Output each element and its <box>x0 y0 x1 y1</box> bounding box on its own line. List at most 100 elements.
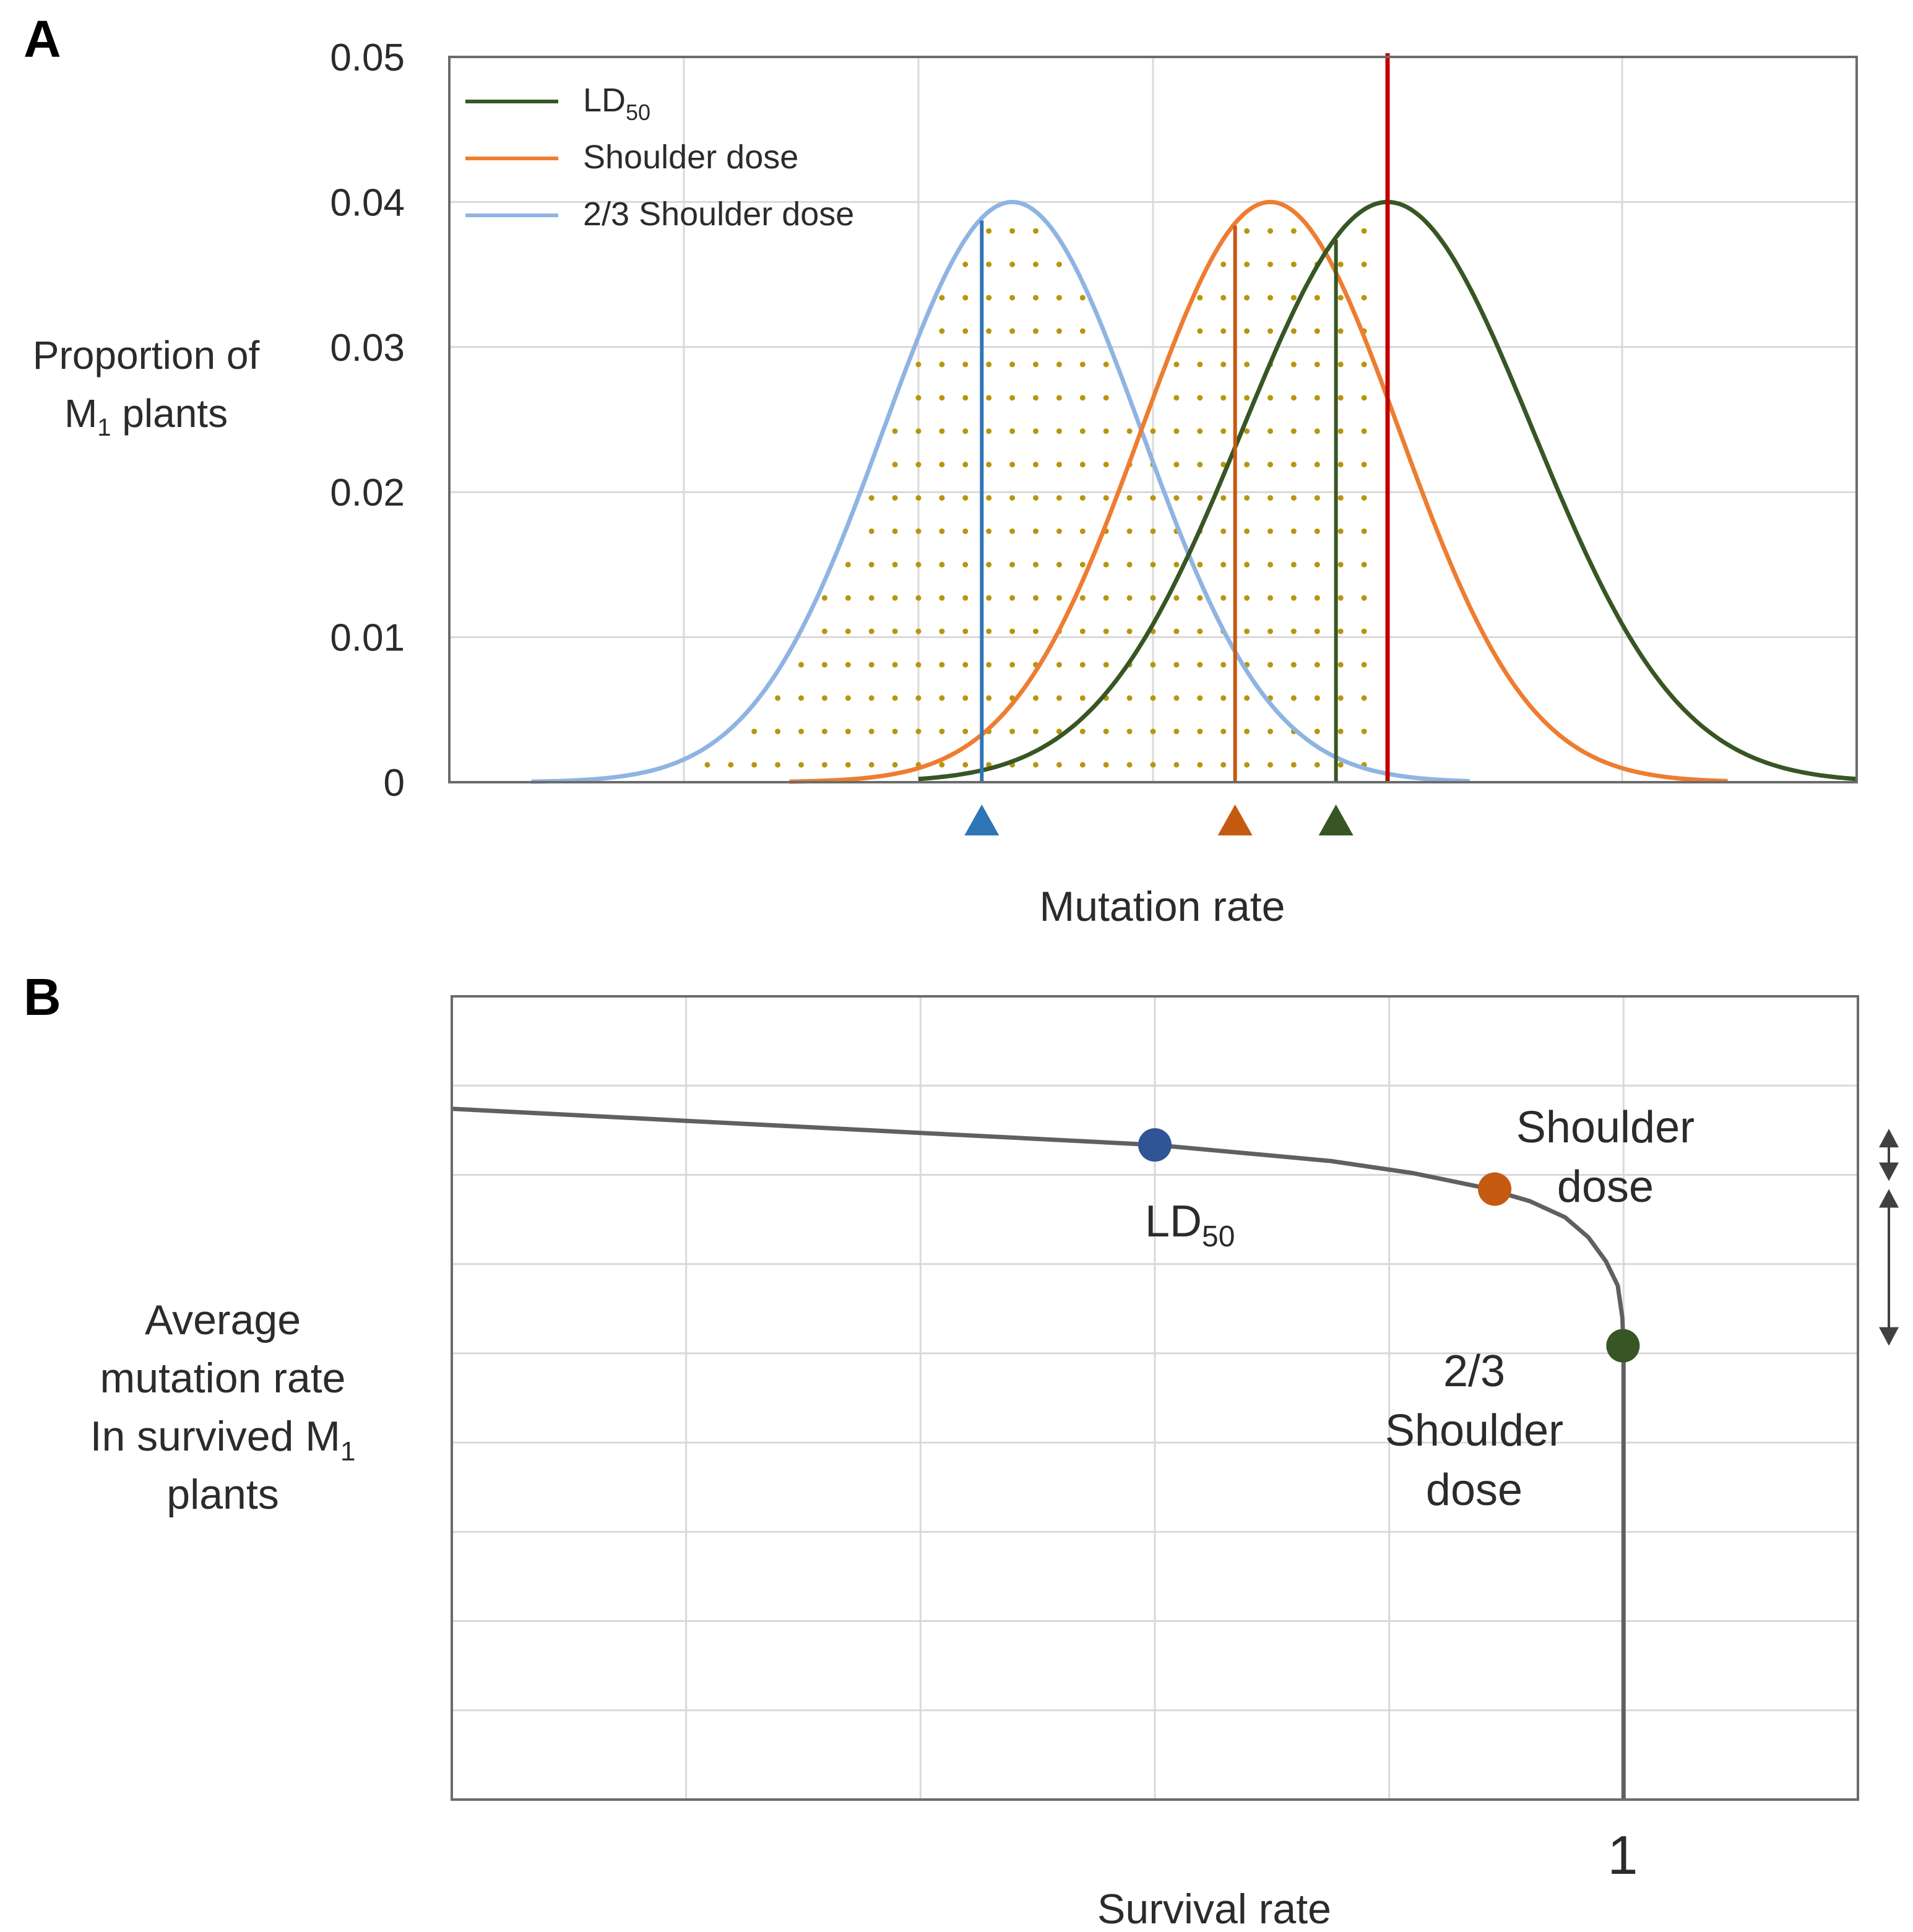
region-dot <box>986 395 992 401</box>
region-dot <box>1150 561 1156 567</box>
region-dot <box>1079 595 1086 601</box>
region-dot <box>1220 728 1227 735</box>
region-dot <box>939 561 945 567</box>
region-dot <box>962 528 969 534</box>
region-dot <box>821 595 827 601</box>
region-dot <box>1267 428 1273 434</box>
region-dot <box>1361 228 1367 234</box>
region-dot <box>1033 395 1039 401</box>
region-dot <box>892 428 898 434</box>
region-dot <box>845 628 851 634</box>
region-dot <box>1033 728 1039 735</box>
region-dot <box>1079 662 1086 668</box>
region-dot <box>1009 728 1016 735</box>
region-dot <box>868 662 874 668</box>
region-dot <box>1220 261 1227 267</box>
panel-b-letter: B <box>24 968 61 1026</box>
marker-two-thirds-shoulder-dose <box>1606 1329 1640 1363</box>
region-dot <box>1361 695 1367 701</box>
region-dot <box>868 728 874 735</box>
region-dot <box>986 295 992 301</box>
region-dot <box>1244 395 1250 401</box>
region-dot <box>1150 595 1156 601</box>
region-dot <box>939 595 945 601</box>
region-dot <box>868 762 874 768</box>
region-dot <box>892 728 898 735</box>
region-dot <box>1290 495 1297 501</box>
region-dot <box>1244 361 1250 368</box>
region-dot <box>1290 462 1297 468</box>
region-dot <box>1337 495 1344 501</box>
curve-shoulder-dose <box>789 199 1728 784</box>
region-dot <box>1103 628 1109 634</box>
region-dot <box>1197 628 1203 634</box>
region-dot <box>1197 495 1203 501</box>
region-dot <box>845 662 851 668</box>
legend-label-shoulder-dose: Shoulder dose <box>583 139 798 176</box>
region-dot <box>962 762 969 768</box>
legend-ld50-main: LD <box>583 82 626 119</box>
region-dot <box>1197 762 1203 768</box>
region-dot <box>1361 295 1367 301</box>
region-dot <box>1009 595 1016 601</box>
chart-a-xlabel: Mutation rate <box>1040 883 1285 930</box>
region-dot <box>1244 595 1250 601</box>
region-dot <box>1314 328 1320 334</box>
region-dot <box>1314 428 1320 434</box>
region-dot <box>798 728 804 735</box>
region-dot <box>939 728 945 735</box>
region-dot <box>915 395 922 401</box>
region-dot <box>845 762 851 768</box>
region-dot <box>915 561 922 567</box>
region-dot <box>1337 528 1344 534</box>
region-dot <box>1337 428 1344 434</box>
region-dot <box>1290 361 1297 368</box>
region-dot <box>1056 695 1062 701</box>
region-dot <box>868 495 874 501</box>
region-dot <box>892 528 898 534</box>
range-arrow-head-up <box>1879 1189 1899 1208</box>
region-dot <box>892 628 898 634</box>
region-dot <box>1361 561 1367 567</box>
region-dot <box>1033 361 1039 368</box>
chart-a-grid <box>449 57 1857 782</box>
region-dot <box>915 528 922 534</box>
region-dot <box>1244 728 1250 735</box>
region-dot <box>775 695 781 701</box>
region-dot <box>1173 595 1180 601</box>
region-dot <box>1173 561 1180 567</box>
region-dot <box>1079 561 1086 567</box>
region-dot <box>1361 528 1367 534</box>
region-dot <box>1009 328 1016 334</box>
region-dot <box>821 695 827 701</box>
region-dot <box>1290 328 1297 334</box>
chart-a-ylabel-line2: M1 plants <box>64 391 228 441</box>
region-dot <box>1079 361 1086 368</box>
chart-b: LD50 Shoulder dose 2/3 Shoulder dose Ave… <box>90 995 1899 1932</box>
mean-marker-shoulder-dose <box>1217 804 1253 835</box>
region-dot <box>1056 462 1062 468</box>
region-dot <box>986 228 992 234</box>
region-dot <box>1290 595 1297 601</box>
chart-b-ylabel-line4: plants <box>166 1471 279 1518</box>
region-dot <box>915 628 922 634</box>
region-dot <box>1056 261 1062 267</box>
region-dot <box>892 695 898 701</box>
region-dot <box>986 462 992 468</box>
region-dot <box>986 361 992 368</box>
region-dot <box>1079 695 1086 701</box>
region-dot <box>1056 295 1062 301</box>
region-dot <box>915 495 922 501</box>
region-dot <box>1290 428 1297 434</box>
region-dot <box>892 662 898 668</box>
region-dot <box>1290 662 1297 668</box>
region-dot <box>1290 228 1297 234</box>
chart-b-xtick-1: 1 <box>1608 1824 1638 1886</box>
region-dot <box>1009 295 1016 301</box>
region-dot <box>1220 328 1227 334</box>
region-dot <box>1361 428 1367 434</box>
region-dot <box>868 528 874 534</box>
region-dot <box>1290 628 1297 634</box>
region-dot <box>1267 395 1273 401</box>
